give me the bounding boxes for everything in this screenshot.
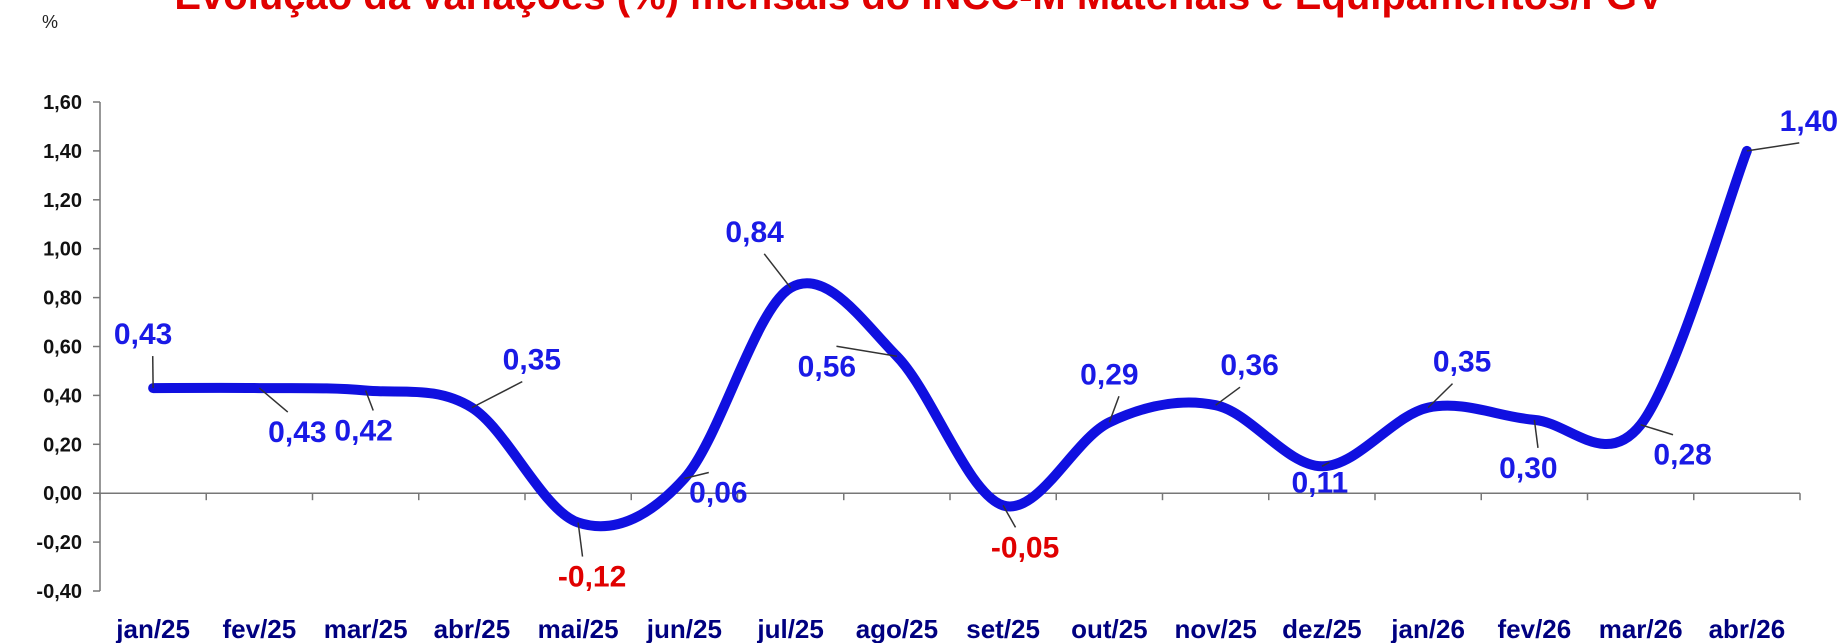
- x-tick-label: mai/25: [538, 614, 619, 643]
- data-label: 0,43: [268, 416, 326, 449]
- data-label-leader: [763, 253, 792, 289]
- chart-title: Evolução da variações (%) mensais do INC…: [0, 0, 1838, 19]
- y-tick-label: 1,00: [43, 239, 82, 261]
- data-label: 0,36: [1220, 349, 1278, 382]
- data-label-leader: [1215, 386, 1241, 406]
- y-tick-label: 0,00: [43, 483, 82, 505]
- data-label: 0,28: [1653, 439, 1711, 472]
- data-label: -0,12: [558, 561, 626, 594]
- data-label-leader: [1321, 461, 1330, 467]
- x-tick-label: abr/25: [434, 614, 511, 643]
- x-tick-label: nov/25: [1174, 614, 1256, 643]
- x-tick-label: jan/26: [1390, 614, 1465, 643]
- x-tick-label: fev/25: [223, 614, 297, 643]
- data-label-leader: [577, 522, 584, 557]
- y-tick-label: 1,20: [43, 190, 82, 212]
- y-tick-label: 1,60: [43, 92, 82, 114]
- x-tick-label: jun/25: [646, 614, 722, 643]
- data-label-leader: [1108, 396, 1120, 423]
- data-label: 0,30: [1499, 452, 1557, 485]
- data-label: -0,05: [991, 531, 1059, 564]
- x-tick-label: jul/25: [756, 614, 823, 643]
- y-tick-label: -0,20: [36, 532, 82, 554]
- data-label-leader: [471, 380, 523, 409]
- data-label: 0,84: [725, 216, 784, 249]
- x-tick-label: mar/26: [1599, 614, 1683, 643]
- data-label-leader: [684, 471, 709, 480]
- data-label-leader: [1533, 419, 1539, 448]
- data-label-leader: [1746, 142, 1800, 152]
- y-axis-unit-label: %: [42, 12, 59, 32]
- x-tick-label: ago/25: [856, 614, 938, 643]
- data-label: 0,06: [689, 477, 747, 510]
- data-label-leader: [1002, 505, 1017, 528]
- data-label-leader: [364, 390, 374, 411]
- data-label: 1,40: [1780, 105, 1838, 138]
- data-label: 0,29: [1080, 358, 1138, 391]
- x-tick-label: mar/25: [324, 614, 408, 643]
- data-label: 0,43: [114, 318, 172, 351]
- data-label-leader: [1427, 383, 1454, 409]
- data-label-leader: [258, 387, 289, 413]
- x-tick-label: dez/25: [1282, 614, 1362, 643]
- data-label: 0,35: [1433, 346, 1491, 379]
- x-tick-label: set/25: [966, 614, 1040, 643]
- x-tick-label: out/25: [1071, 614, 1148, 643]
- data-label: 0,42: [334, 415, 392, 448]
- x-tick-label: jan/25: [115, 614, 190, 643]
- y-tick-label: 1,40: [43, 141, 82, 163]
- data-label: 0,11: [1292, 466, 1349, 499]
- y-tick-label: -0,40: [36, 581, 82, 603]
- y-tick-label: 0,20: [43, 434, 82, 456]
- series-line: [148, 145, 1752, 532]
- y-tick-label: 0,60: [43, 337, 82, 359]
- y-tick-label: 0,80: [43, 288, 82, 310]
- data-label: 0,56: [798, 350, 856, 383]
- y-tick-label: 0,40: [43, 385, 82, 407]
- data-label-leader: [1640, 424, 1674, 436]
- x-tick-label: fev/26: [1498, 614, 1572, 643]
- x-tick-label: abr/26: [1709, 614, 1786, 643]
- data-label-leader: [836, 345, 897, 358]
- data-label: 0,35: [503, 344, 561, 377]
